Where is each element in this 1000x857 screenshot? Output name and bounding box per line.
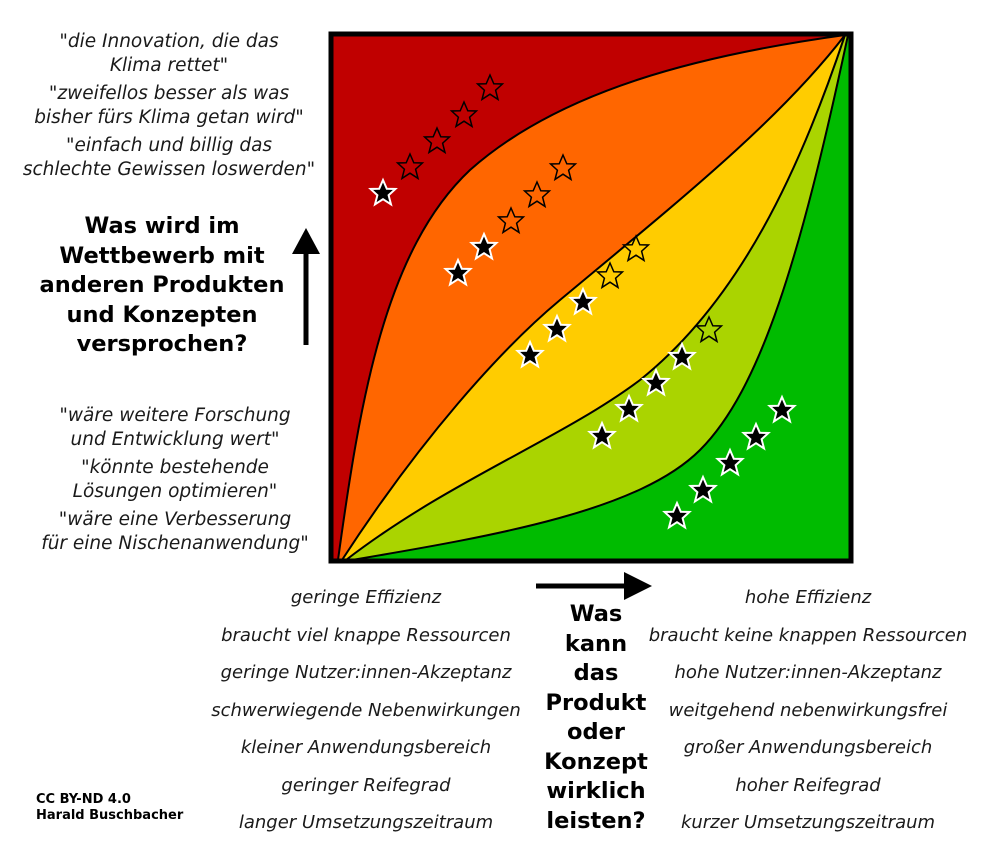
promise-quotes-low: "wäre weitere Forschung und Entwicklung w… xyxy=(20,404,330,560)
promise-quotes-high: "die Innovation, die das Klima rettet" "z… xyxy=(14,30,324,186)
quote: "einfach und billig das schlechte Gewisse… xyxy=(22,135,316,180)
criterion-low: langer Umsetzungszeitraum xyxy=(238,812,494,833)
criterion-high: braucht keine knappen Ressourcen xyxy=(648,624,968,646)
y-axis-arrow-icon xyxy=(292,228,320,345)
author-name: Harald Buschbacher xyxy=(36,808,184,823)
criterion-high: weitgehend nebenwirkungsfrei xyxy=(668,699,948,721)
quote: "könnte bestehende Lösungen optimieren" xyxy=(72,457,278,502)
quote: "zweifellos besser als was bisher fürs Kl… xyxy=(34,83,304,128)
quote: "wäre weitere Forschung und Entwicklung w… xyxy=(59,405,291,450)
license-text: CC BY-ND 4.0 xyxy=(36,792,131,807)
quote: "die Innovation, die das Klima rettet" xyxy=(59,31,279,76)
x-axis-question: Was kann das Produkt oder Konzept wirkli… xyxy=(544,601,648,834)
y-axis-question: Was wird im Wettbewerb mit anderen Produ… xyxy=(39,213,285,357)
criterion-low: kleiner Anwendungsbereich xyxy=(240,737,492,758)
criterion-low: geringer Reifegrad xyxy=(281,774,451,796)
criterion-high: kurzer Umsetzungszeitraum xyxy=(680,812,936,833)
band-green xyxy=(351,32,852,563)
criterion-low: braucht viel knappe Ressourcen xyxy=(221,624,511,646)
x-axis-arrow-icon xyxy=(536,572,652,600)
matrix-frame xyxy=(328,31,854,564)
criterion-low: schwerwiegende Nebenwirkungen xyxy=(211,699,521,721)
criterion-high: hoher Reifegrad xyxy=(735,774,881,796)
criteria-low-list: geringe Effizienz braucht viel knappe Re… xyxy=(196,585,536,848)
criterion-low: geringe Effizienz xyxy=(290,587,442,608)
criterion-high: großer Anwendungsbereich xyxy=(683,737,933,758)
quote: "wäre eine Verbesserung für eine Nischena… xyxy=(41,509,309,554)
criterion-high: hohe Nutzer:innen-Akzeptanz xyxy=(674,662,942,683)
criteria-high-list: hohe Effizienz braucht keine knappen Res… xyxy=(638,585,978,848)
license-credit: CC BY-ND 4.0 Harald Buschbacher xyxy=(36,792,183,824)
criterion-low: geringe Nutzer:innen-Akzeptanz xyxy=(220,662,512,683)
criterion-high: hohe Effizienz xyxy=(744,587,872,608)
